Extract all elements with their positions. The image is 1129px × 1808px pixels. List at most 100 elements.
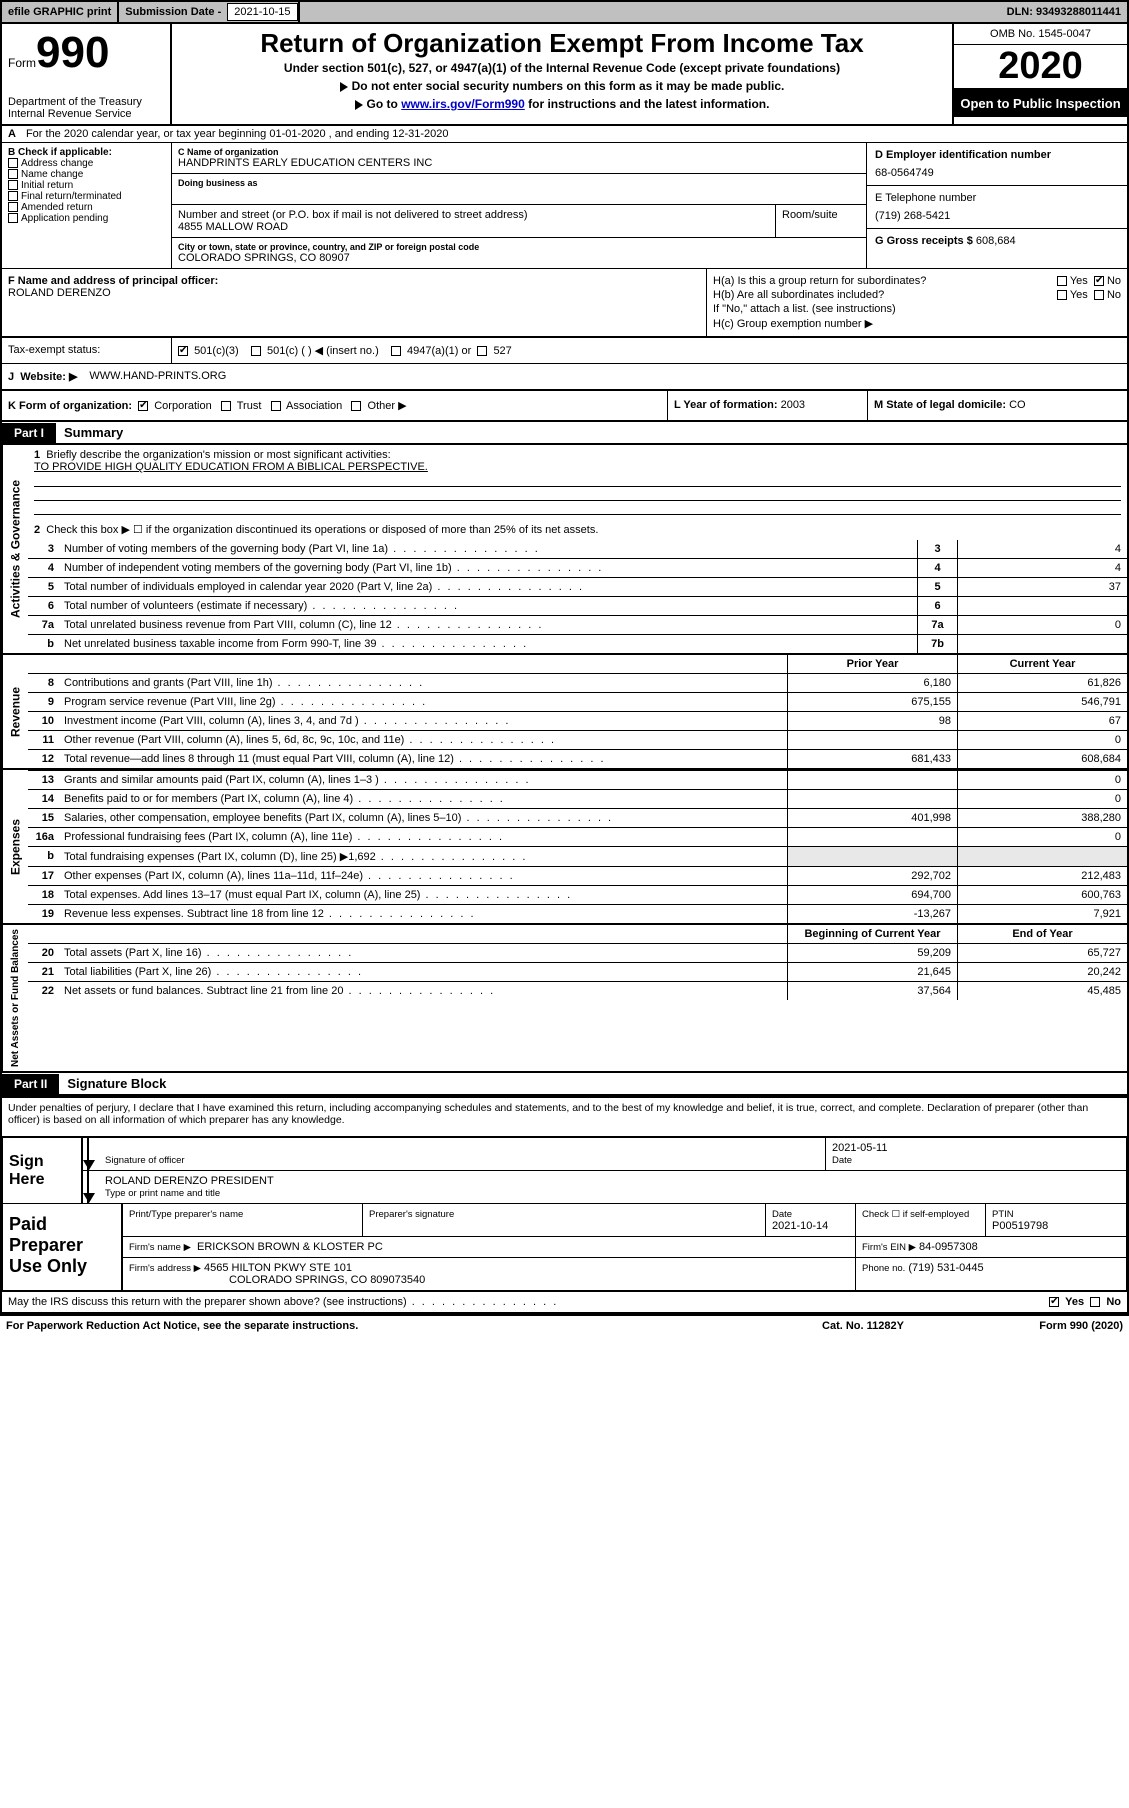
- box-b: B Check if applicable: Address change Na…: [2, 143, 172, 268]
- q2-num: 2: [34, 524, 40, 536]
- ssn-warning: Do not enter social security numbers on …: [352, 79, 785, 93]
- part-ii-title: Signature Block: [59, 1073, 174, 1094]
- cat-no: Cat. No. 11282Y: [763, 1320, 963, 1332]
- officer-printed: ROLAND DERENZO PRESIDENT: [105, 1175, 274, 1187]
- phone-value: (719) 268-5421: [875, 210, 1119, 222]
- sig-date: 2021-05-11: [832, 1142, 887, 1154]
- firm-addr-lbl: Firm's address ▶: [129, 1263, 201, 1274]
- gov-vlabel: Activities & Governance: [2, 445, 28, 653]
- discuss-question: May the IRS discuss this return with the…: [8, 1296, 407, 1308]
- prep-date-hdr: Date: [772, 1209, 792, 1220]
- officer-name: ROLAND DERENZO: [8, 287, 700, 299]
- q2-text: Check this box ▶ ☐ if the organization d…: [46, 524, 598, 536]
- assoc: Association: [286, 400, 342, 412]
- discuss-no: No: [1106, 1296, 1121, 1308]
- row-j-label: J Website: ▶: [2, 364, 83, 389]
- officer-label: F Name and address of principal officer:: [8, 275, 700, 287]
- phone-label: E Telephone number: [875, 192, 1119, 204]
- room-hint: Room/suite: [782, 209, 860, 221]
- form-title: Return of Organization Exempt From Incom…: [180, 28, 944, 59]
- line-20: 20Total assets (Part X, line 16)59,20965…: [28, 943, 1127, 962]
- efile-label: efile GRAPHIC print: [2, 6, 117, 18]
- bottom-footer: For Paperwork Reduction Act Notice, see …: [0, 1314, 1129, 1336]
- open-to-public: Open to Public Inspection: [954, 90, 1127, 117]
- line-12: 12Total revenue—add lines 8 through 11 (…: [28, 749, 1127, 768]
- q1-text: Briefly describe the organization's miss…: [46, 449, 390, 461]
- triangle-icon: [355, 100, 363, 110]
- line-15: 15Salaries, other compensation, employee…: [28, 808, 1127, 827]
- 527: 527: [493, 345, 511, 357]
- city-hint: City or town, state or province, country…: [178, 242, 860, 252]
- irs-link[interactable]: www.irs.gov/Form990: [401, 97, 525, 111]
- gov-line-3: 3Number of voting members of the governi…: [28, 540, 1127, 558]
- form-prefix: Form: [8, 56, 36, 70]
- line-18: 18Total expenses. Add lines 13–17 (must …: [28, 885, 1127, 904]
- city-state-zip: COLORADO SPRINGS, CO 80907: [178, 252, 860, 264]
- hdr-end-year: End of Year: [957, 925, 1127, 943]
- firm-phone: (719) 531-0445: [908, 1262, 983, 1274]
- line-13: 13Grants and similar amounts paid (Part …: [28, 770, 1127, 789]
- mission-statement: TO PROVIDE HIGH QUALITY EDUCATION FROM A…: [34, 461, 428, 473]
- rev-vlabel: Revenue: [2, 655, 28, 768]
- yes-label: Yes: [1070, 289, 1088, 301]
- submission-date: 2021-10-15: [227, 3, 297, 21]
- chk-amended: Amended return: [21, 202, 93, 213]
- chk-address-change: Address change: [21, 158, 93, 169]
- line-22: 22Net assets or fund balances. Subtract …: [28, 981, 1127, 1000]
- tax-status-label: Tax-exempt status:: [2, 338, 172, 363]
- dept-treasury: Department of the Treasury: [8, 96, 164, 108]
- prep-sig-hdr: Preparer's signature: [369, 1209, 454, 1220]
- org-name: HANDPRINTS EARLY EDUCATION CENTERS INC: [178, 157, 860, 169]
- hb-note: If "No," attach a list. (see instruction…: [713, 303, 1121, 315]
- gov-line-6: 6Total number of volunteers (estimate if…: [28, 596, 1127, 615]
- street-address: 4855 MALLOW ROAD: [178, 221, 769, 233]
- gov-line-5: 5Total number of individuals employed in…: [28, 577, 1127, 596]
- part-i-title: Summary: [56, 422, 131, 443]
- top-bar: efile GRAPHIC print Submission Date - 20…: [0, 0, 1129, 24]
- hb-question: H(b) Are all subordinates included?: [713, 289, 1057, 301]
- no-label: No: [1107, 275, 1121, 287]
- firm-name-lbl: Firm's name ▶: [129, 1242, 191, 1253]
- line-17: 17Other expenses (Part IX, column (A), l…: [28, 866, 1127, 885]
- dept-irs: Internal Revenue Service: [8, 108, 164, 120]
- date-hint: Date: [832, 1155, 852, 1166]
- 501c: 501(c) ( ) ◀ (insert no.): [267, 345, 379, 357]
- declaration-text: Under penalties of perjury, I declare th…: [2, 1096, 1127, 1130]
- prep-date-val: 2021-10-14: [772, 1220, 828, 1232]
- chk-initial-return: Initial return: [21, 180, 73, 191]
- exp-vlabel: Expenses: [2, 770, 28, 923]
- ein-value: 68-0564749: [875, 167, 1119, 179]
- gross-receipts-label: G Gross receipts $: [875, 235, 973, 247]
- line-11: 11Other revenue (Part VIII, column (A), …: [28, 730, 1127, 749]
- addr-hint: Number and street (or P.O. box if mail i…: [178, 209, 769, 221]
- org-name-hint: C Name of organization: [178, 147, 860, 157]
- firm-ein-lbl: Firm's EIN ▶: [862, 1242, 916, 1253]
- box-f: F Name and address of principal officer:…: [2, 269, 707, 336]
- line-21: 21Total liabilities (Part X, line 26)21,…: [28, 962, 1127, 981]
- 501c3: 501(c)(3): [194, 345, 239, 357]
- form-number: Form990: [8, 28, 164, 78]
- line-16a: 16aProfessional fundraising fees (Part I…: [28, 827, 1127, 846]
- 4947a1: 4947(a)(1) or: [407, 345, 471, 357]
- net-vlabel: Net Assets or Fund Balances: [2, 925, 28, 1071]
- ha-question: H(a) Is this a group return for subordin…: [713, 275, 1057, 287]
- dba-hint: Doing business as: [178, 178, 860, 188]
- form-990-number: 990: [36, 28, 109, 77]
- goto-pre: Go to: [367, 97, 402, 111]
- part-ii-header: Part II Signature Block: [2, 1073, 1127, 1096]
- gov-line-4: 4Number of independent voting members of…: [28, 558, 1127, 577]
- form-header: Form990 Department of the Treasury Inter…: [2, 24, 1127, 126]
- goto-post: for instructions and the latest informat…: [525, 97, 770, 111]
- hdr-begin-year: Beginning of Current Year: [787, 925, 957, 943]
- part-i-tag: Part I: [2, 423, 56, 443]
- discuss-row: May the IRS discuss this return with the…: [2, 1291, 1127, 1312]
- box-c: C Name of organization HANDPRINTS EARLY …: [172, 143, 867, 268]
- line-a: AFor the 2020 calendar year, or tax year…: [2, 126, 1127, 143]
- part-i-header: Part I Summary: [2, 422, 1127, 445]
- sign-here-block: Sign Here Signature of officer 2021-05-1…: [2, 1136, 1127, 1204]
- row-k: K Form of organization: Corporation Trus…: [2, 391, 667, 420]
- gov-line-b: bNet unrelated business taxable income f…: [28, 634, 1127, 653]
- line-14: 14Benefits paid to or for members (Part …: [28, 789, 1127, 808]
- trust: Trust: [237, 400, 262, 412]
- dln-label: DLN: 93493288011441: [1001, 6, 1127, 18]
